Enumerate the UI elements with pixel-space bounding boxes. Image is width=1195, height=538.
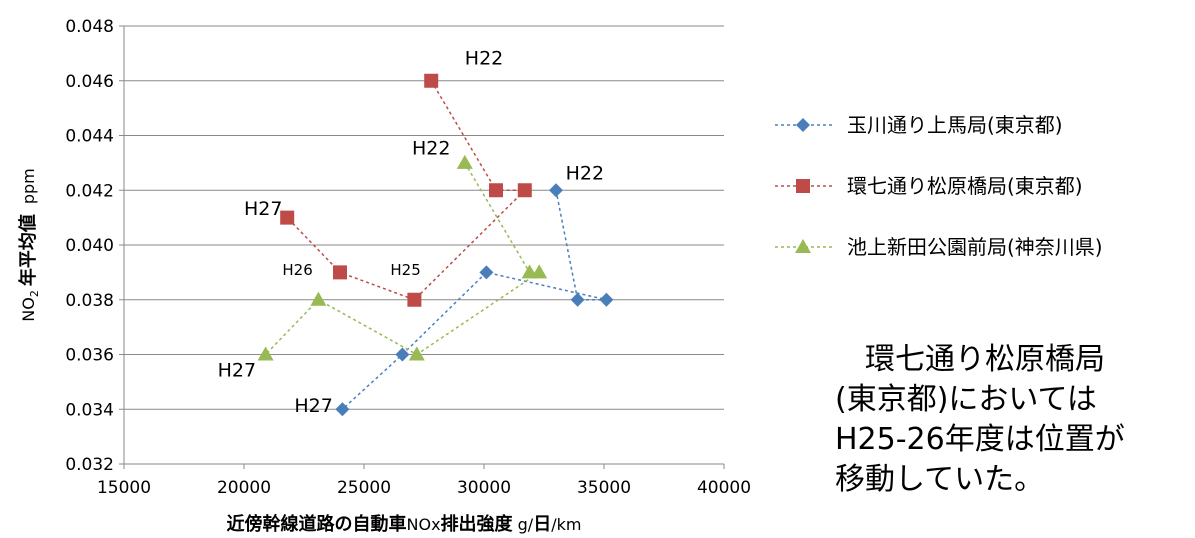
legend-label: 玉川通り上馬局(東京都) xyxy=(847,113,1063,137)
legend: 玉川通り上馬局(東京都) 環七通り松原橋局(東京都) 池上新田公園前局(神奈川県) xyxy=(775,113,1103,259)
y-tick-label: 0.036 xyxy=(65,346,114,366)
data-point xyxy=(456,154,473,169)
y-tick-label: 0.046 xyxy=(65,72,114,92)
y-tick-label: 0.042 xyxy=(65,181,114,201)
gridlines xyxy=(119,25,724,465)
x-tick-labels: 15000 20000 25000 30000 35000 40000 xyxy=(97,478,751,498)
y-tick-label: 0.048 xyxy=(65,17,114,37)
point-annotations: H22 H22 H22 H27 H26 H25 H27 H27 xyxy=(218,47,604,417)
note-line: 移動していた。 xyxy=(835,462,1045,497)
y-axis-title: NO2年平均値ppm xyxy=(17,168,41,321)
chart-note: 環七通り松原橋局 (東京都)においては H25-26年度は位置が 移動していた。 xyxy=(835,340,1185,500)
x-tick-label: 15000 xyxy=(97,478,151,498)
y-tick-label: 0.032 xyxy=(65,455,114,475)
point-label: H25 xyxy=(390,261,420,279)
x-axis-title: 近傍幹線道路の自動車NOx排出強度 g/日/km xyxy=(227,513,582,535)
point-label: H26 xyxy=(282,261,312,279)
data-point xyxy=(408,346,425,361)
series-markers xyxy=(257,73,614,417)
data-point xyxy=(489,183,503,198)
data-point xyxy=(549,183,563,198)
point-label: H22 xyxy=(412,138,450,160)
data-point xyxy=(517,183,532,198)
x-tick-label: 35000 xyxy=(577,478,631,498)
data-point xyxy=(257,346,274,361)
point-label: H22 xyxy=(465,47,503,69)
x-tick-label: 25000 xyxy=(337,478,391,498)
point-label: H27 xyxy=(244,198,282,220)
legend-marker xyxy=(796,118,810,132)
point-label: H27 xyxy=(218,359,256,381)
data-point xyxy=(479,265,494,280)
y-tick-labels: 0.032 0.034 0.036 0.038 0.040 0.042 0.044 0.046… xyxy=(65,17,114,475)
y-tick-label: 0.040 xyxy=(65,236,114,256)
data-point xyxy=(310,291,327,306)
data-point xyxy=(333,265,347,280)
y-tick-label: 0.044 xyxy=(65,127,114,147)
series-line xyxy=(265,162,542,356)
note-line: H25-26年度は位置が xyxy=(835,422,1125,457)
data-point xyxy=(570,292,585,307)
data-point xyxy=(395,347,410,362)
data-point xyxy=(599,292,614,307)
point-label: H27 xyxy=(294,395,332,417)
data-point xyxy=(280,210,295,225)
legend-label: 池上新田公園前局(神奈川県) xyxy=(847,235,1103,259)
axes xyxy=(123,26,725,469)
point-label: H22 xyxy=(566,162,604,184)
series-lines xyxy=(265,80,607,410)
series-line xyxy=(286,80,527,301)
data-point xyxy=(335,402,350,417)
y-tick-label: 0.038 xyxy=(65,291,114,311)
note-line: 環七通り松原橋局 xyxy=(835,342,1105,377)
legend-marker xyxy=(795,239,811,253)
x-tick-label: 20000 xyxy=(217,478,271,498)
legend-label: 環七通り松原橋局(東京都) xyxy=(847,174,1083,198)
data-point xyxy=(407,292,422,307)
y-tick-label: 0.034 xyxy=(65,400,114,420)
x-tick-label: 30000 xyxy=(457,478,511,498)
data-point xyxy=(424,73,439,88)
x-tick-label: 40000 xyxy=(697,478,751,498)
note-line: (東京都)においては xyxy=(835,382,1097,417)
legend-marker xyxy=(796,179,810,193)
data-point xyxy=(531,264,548,279)
